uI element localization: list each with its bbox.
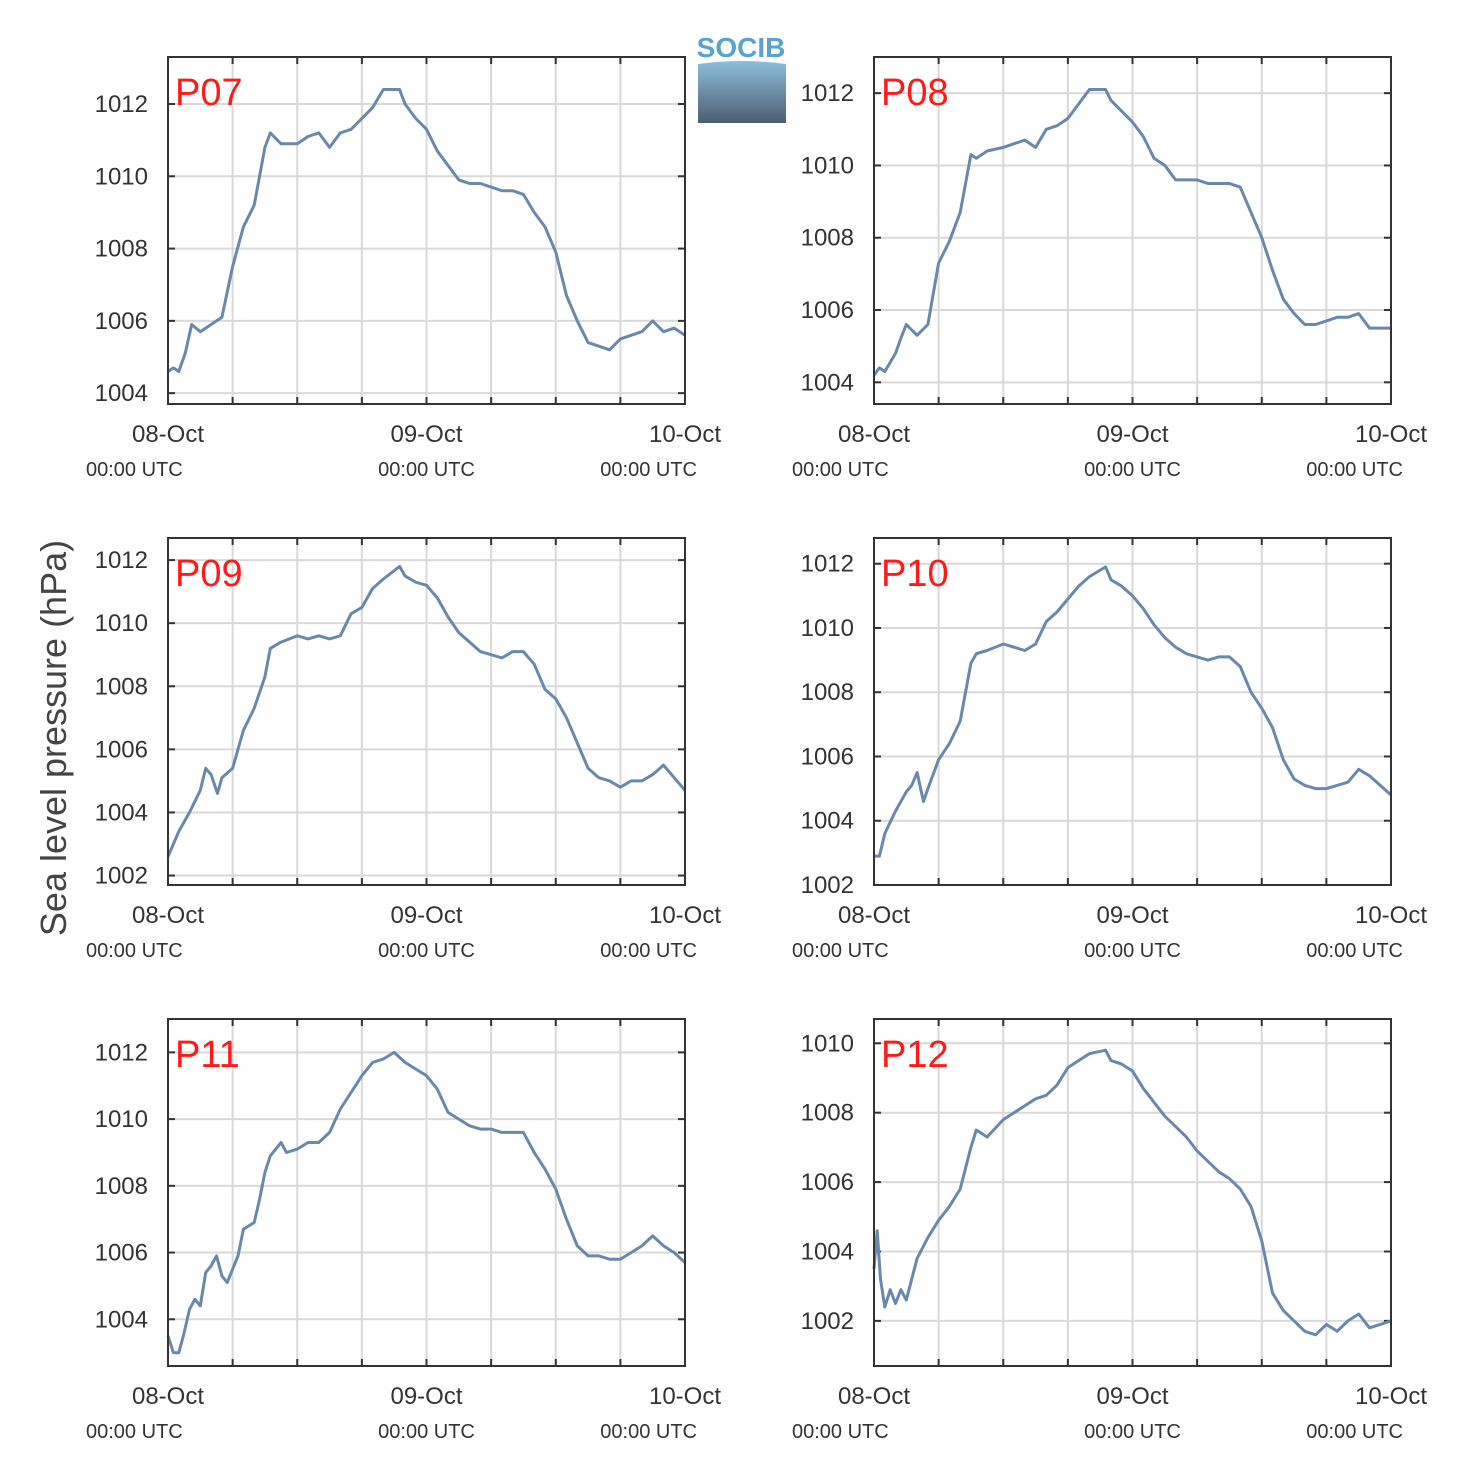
logo: SOCIB — [697, 32, 786, 123]
panel-label: P11 — [175, 1034, 240, 1076]
x-tick-label: 09-Oct — [390, 421, 462, 448]
x-tick-sublabel: 00:00 UTC — [86, 459, 183, 481]
series-line — [167, 88, 686, 373]
x-tick-sublabel: 00:00 UTC — [378, 459, 475, 481]
x-tick-sublabel: 00:00 UTC — [378, 940, 475, 962]
y-tick-label: 1004 — [801, 369, 854, 396]
chart-panel-p10: 1002 1004 1006 1008 1010 1012 08-Oct 00:00 UTC 0… — [792, 537, 1427, 962]
x-tick-sublabel: 00:00 UTC — [1306, 1421, 1403, 1443]
y-tick-label: 1002 — [801, 1308, 854, 1335]
x-tick-sublabel: 00:00 UTC — [792, 940, 889, 962]
y-tick-label: 1010 — [95, 610, 148, 637]
y-tick-label: 1004 — [95, 799, 148, 826]
series-line — [872, 1048, 1392, 1337]
y-tick-label: 1002 — [801, 872, 854, 899]
x-tick-sublabel: 00:00 UTC — [378, 1421, 475, 1443]
x-tick-label: 10-Oct — [649, 1383, 721, 1410]
chart-panel-p07: 1004 1006 1008 1010 1012 08-Oct 00:00 UTC 09-Oc… — [86, 56, 721, 481]
chart-panels: 1004 1006 1008 1010 1012 08-Oct 00:00 UTC 09-Oc… — [86, 56, 1427, 1443]
panel-label: P10 — [881, 553, 949, 595]
y-tick-label: 1006 — [801, 743, 854, 770]
x-tick-sublabel: 00:00 UTC — [1084, 1421, 1181, 1443]
x-tick-label: 08-Oct — [132, 421, 204, 448]
y-tick-label: 1010 — [801, 615, 854, 642]
x-tick-label: 10-Oct — [649, 421, 721, 448]
x-tick-label: 08-Oct — [838, 421, 910, 448]
x-tick-label: 08-Oct — [838, 902, 910, 929]
y-tick-label: 1002 — [95, 863, 148, 890]
series-line — [166, 1050, 687, 1355]
plot-frame — [873, 56, 1392, 405]
x-tick-sublabel: 00:00 UTC — [792, 1421, 889, 1443]
y-tick-label: 1006 — [95, 736, 148, 763]
y-tick-label: 1010 — [801, 152, 854, 179]
x-tick-sublabel: 00:00 UTC — [1306, 940, 1403, 962]
logo-text: SOCIB — [697, 32, 786, 63]
x-tick-sublabel: 00:00 UTC — [600, 940, 697, 962]
series-line — [166, 564, 687, 858]
x-tick-sublabel: 00:00 UTC — [792, 459, 889, 481]
panel-label: P09 — [175, 553, 243, 595]
y-tick-label: 1012 — [95, 91, 148, 118]
plot-frame — [873, 537, 1392, 886]
chart-panel-p08: 1004 1006 1008 1010 1012 08-Oct 00:00 UTC 09-Oc… — [792, 56, 1427, 481]
x-tick-label: 09-Oct — [1096, 1383, 1168, 1410]
y-axis-label: Sea level pressure (hPa) — [33, 540, 74, 936]
y-tick-label: 1006 — [801, 1169, 854, 1196]
x-tick-label: 10-Oct — [1355, 421, 1427, 448]
y-tick-label: 1006 — [95, 308, 148, 335]
x-tick-label: 08-Oct — [132, 1383, 204, 1410]
x-tick-label: 10-Oct — [1355, 1383, 1427, 1410]
y-tick-label: 1008 — [95, 673, 148, 700]
y-tick-label: 1004 — [801, 1238, 854, 1265]
y-tick-label: 1008 — [801, 1100, 854, 1127]
y-tick-label: 1012 — [95, 1039, 148, 1066]
y-tick-label: 1004 — [801, 808, 854, 835]
x-tick-sublabel: 00:00 UTC — [1084, 459, 1181, 481]
y-tick-label: 1008 — [801, 679, 854, 706]
y-tick-label: 1010 — [95, 163, 148, 190]
x-tick-label: 09-Oct — [1096, 902, 1168, 929]
y-tick-label: 1008 — [95, 236, 148, 263]
y-tick-label: 1012 — [801, 80, 854, 107]
y-tick-label: 1008 — [801, 225, 854, 252]
x-tick-label: 08-Oct — [838, 1383, 910, 1410]
y-tick-label: 1010 — [95, 1106, 148, 1133]
x-tick-sublabel: 00:00 UTC — [600, 459, 697, 481]
y-tick-label: 1012 — [801, 551, 854, 578]
series-line — [874, 565, 1392, 858]
series-line — [872, 88, 1391, 376]
x-tick-label: 08-Oct — [132, 902, 204, 929]
x-tick-label: 09-Oct — [1096, 421, 1168, 448]
plot-frame — [873, 1018, 1392, 1367]
x-tick-label: 09-Oct — [390, 902, 462, 929]
y-tick-label: 1006 — [801, 297, 854, 324]
panel-label: P08 — [881, 72, 949, 114]
x-tick-label: 10-Oct — [649, 902, 721, 929]
plot-frame — [167, 1018, 686, 1367]
chart-panel-p12: 1002 1004 1006 1008 1010 08-Oct 00:00 UTC 09-Oc… — [792, 1018, 1427, 1443]
x-tick-label: 10-Oct — [1355, 902, 1427, 929]
panel-label: P07 — [175, 72, 243, 114]
x-tick-sublabel: 00:00 UTC — [86, 940, 183, 962]
logo-emblem — [698, 61, 786, 123]
panel-label: P12 — [881, 1034, 949, 1076]
y-tick-label: 1010 — [801, 1030, 854, 1057]
y-tick-label: 1008 — [95, 1173, 148, 1200]
y-tick-label: 1004 — [95, 1306, 148, 1333]
y-tick-label: 1006 — [95, 1240, 148, 1267]
x-tick-sublabel: 00:00 UTC — [1084, 940, 1181, 962]
chart-panel-p11: 1004 1006 1008 1010 1012 08-Oct 00:00 UTC 09-Oc… — [86, 1018, 721, 1443]
x-tick-label: 09-Oct — [390, 1383, 462, 1410]
x-tick-sublabel: 00:00 UTC — [86, 1421, 183, 1443]
x-tick-sublabel: 00:00 UTC — [1306, 459, 1403, 481]
y-tick-label: 1004 — [95, 380, 148, 407]
plot-frame — [167, 537, 686, 886]
plot-frame — [167, 56, 686, 405]
y-tick-label: 1012 — [95, 547, 148, 574]
chart-panel-p09: 1002 1004 1006 1008 1010 1012 08-Oct 00:00 UTC 0… — [86, 537, 721, 962]
x-tick-sublabel: 00:00 UTC — [600, 1421, 697, 1443]
